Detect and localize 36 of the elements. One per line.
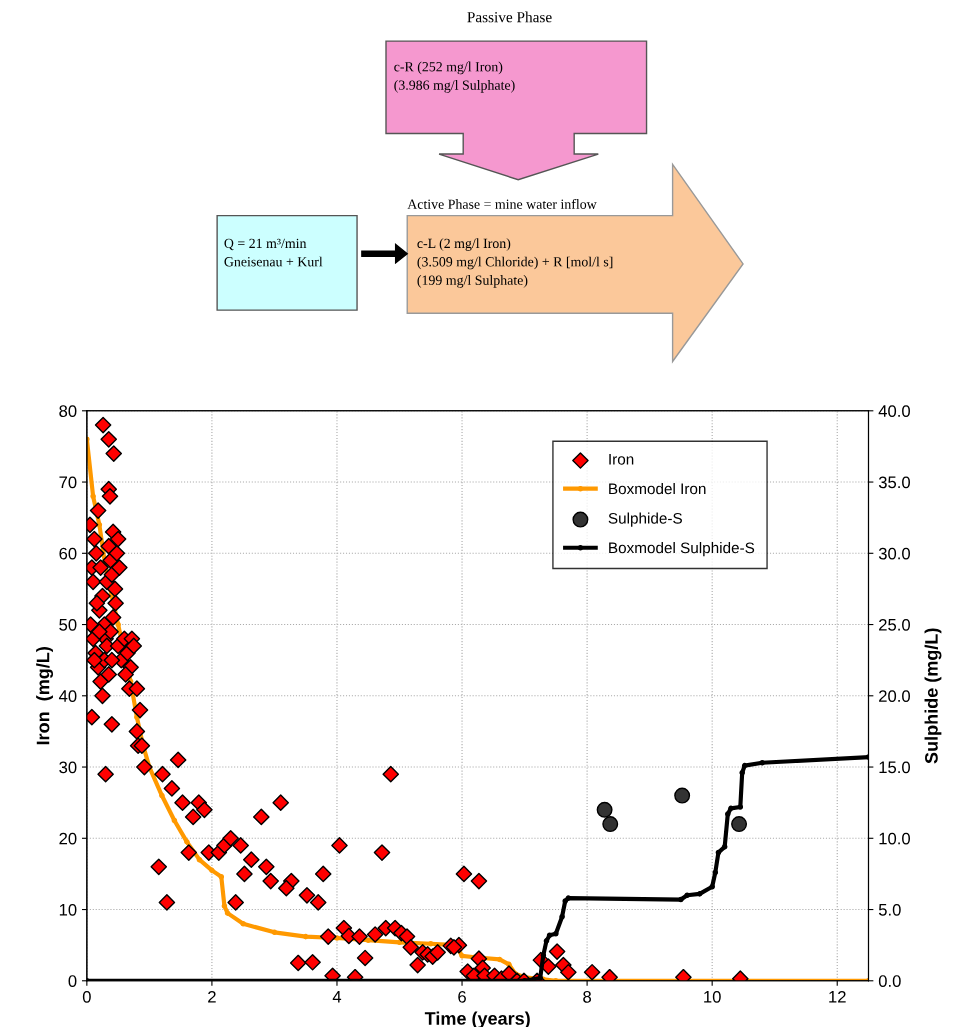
y2-tick-label: 35.0 bbox=[878, 476, 911, 489]
x-tick-label: 8 bbox=[583, 990, 592, 1003]
text: Active Phase = mine water inflow bbox=[407, 198, 597, 209]
y-tick-label: 80 bbox=[59, 405, 77, 417]
legend-label: Boxmodel Sulphide-S bbox=[609, 542, 755, 557]
x-tick-label: 6 bbox=[458, 990, 466, 1003]
y-tick-label: 0 bbox=[68, 975, 77, 987]
y-tick-label: 20 bbox=[59, 832, 77, 845]
y2-tick-label: 5.0 bbox=[878, 903, 901, 916]
y2-tick-label: 15.0 bbox=[879, 761, 911, 774]
y-tick-label: 70 bbox=[59, 476, 77, 489]
y-axis-title: Iron (mg/L) bbox=[36, 647, 54, 745]
y-tick-label: 60 bbox=[59, 547, 77, 560]
y-tick-label: 30 bbox=[59, 761, 77, 774]
legend-label: Sulphide-S bbox=[608, 512, 682, 527]
y-tick-label: 40 bbox=[58, 690, 77, 702]
y2-tick-label: 20.0 bbox=[879, 690, 911, 702]
x-tick-label: 12 bbox=[829, 990, 846, 1003]
y2-tick-label: 30.0 bbox=[878, 547, 911, 560]
legend-label: Iron bbox=[609, 454, 634, 465]
text: c-L (2 mg/l Iron) (3.509 mg/l Chloride) + R [mol/l s] (199 mg/l Sulphate) bbox=[417, 238, 613, 288]
text: Q = 21 m³/min Gneisenau + Kurl bbox=[224, 238, 323, 267]
y-tick-label: 10 bbox=[59, 903, 77, 916]
y2-tick-label: 25.0 bbox=[879, 618, 911, 631]
y2-tick-label: 40.0 bbox=[878, 405, 911, 417]
text: c-R (252 mg/l Iron) (3.986 mg/l Sulphate) bbox=[394, 61, 515, 93]
x-tick-label: 2 bbox=[208, 990, 216, 1003]
y2-axis-title: Sulphide (mg/L) bbox=[924, 628, 942, 764]
x-tick-label: 0 bbox=[82, 990, 91, 1003]
legend-label: Boxmodel Iron bbox=[609, 482, 706, 495]
y2-tick-label: 10.0 bbox=[879, 832, 911, 845]
y2-tick-label: 0.0 bbox=[878, 975, 901, 987]
x-tick-label: 10 bbox=[704, 990, 721, 1003]
text: Passive Phase bbox=[467, 11, 552, 23]
y-tick-label: 50 bbox=[59, 618, 77, 631]
x-tick-label: 4 bbox=[332, 991, 342, 1003]
